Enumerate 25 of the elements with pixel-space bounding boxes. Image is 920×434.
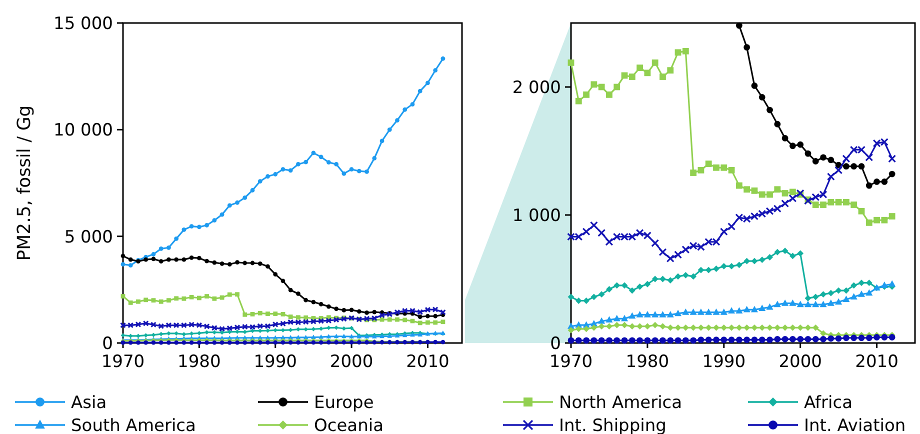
y-axis-title: PM2.5, fossil / Gg xyxy=(14,105,35,261)
legend-label: South America xyxy=(71,416,196,434)
legend-label: North America xyxy=(559,392,682,413)
y-tick-label: 10 000 xyxy=(54,120,113,141)
x-tick-label: 1980 xyxy=(178,352,221,372)
x-tick-label: 2000 xyxy=(330,352,374,372)
y-tick-label: 0 xyxy=(550,334,561,354)
x-tick-label: 1970 xyxy=(549,352,593,372)
y-tick-label: 2 000 xyxy=(512,78,561,98)
legend-label: Africa xyxy=(804,392,852,413)
x-tick-label: 2010 xyxy=(406,352,450,372)
x-tick-label: 1990 xyxy=(702,352,746,372)
y-tick-label: 15 000 xyxy=(54,14,113,34)
x-tick-label: 1980 xyxy=(626,352,670,372)
x-tick-label: 2010 xyxy=(855,352,898,372)
x-tick-label: 1990 xyxy=(254,352,297,372)
legend-label: Int. Aviation xyxy=(804,416,906,434)
x-tick-label: 2000 xyxy=(778,352,822,372)
legend-label: Asia xyxy=(71,392,107,413)
legend-label: Oceania xyxy=(314,416,384,434)
y-tick-label: 0 xyxy=(102,334,113,354)
legend-label: Europe xyxy=(314,392,374,413)
y-tick-label: 5 000 xyxy=(64,227,113,248)
y-tick-label: 1 000 xyxy=(512,206,561,226)
x-tick-label: 1970 xyxy=(101,352,145,372)
